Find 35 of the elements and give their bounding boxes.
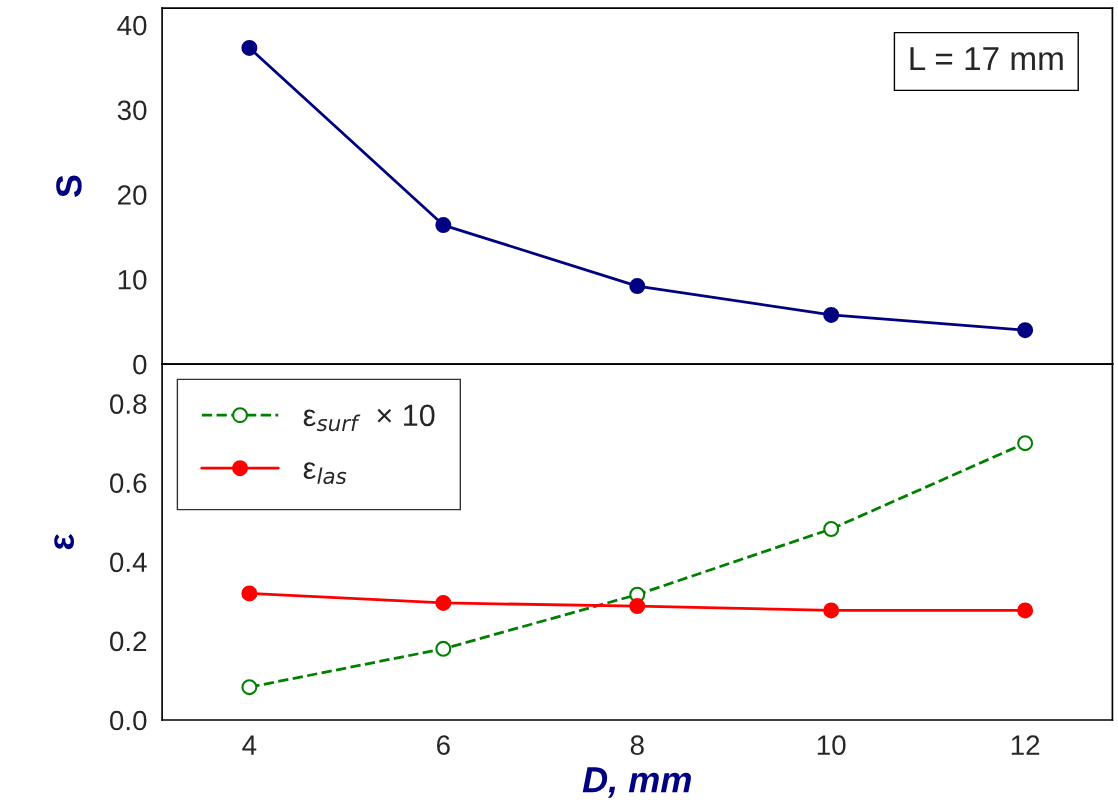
x-tick-label: 4 — [242, 735, 257, 755]
y-tick-label: 0 — [133, 354, 147, 375]
point — [629, 278, 646, 295]
annotation: L = 17 mm — [910, 47, 1063, 71]
x-axis-title: D, mm — [582, 767, 691, 798]
y-tick-label: 40 — [117, 15, 147, 36]
point — [1017, 435, 1034, 452]
point — [435, 217, 452, 234]
point — [435, 640, 452, 657]
x-tick-label: 8 — [630, 735, 644, 755]
y-tick-label: 10 — [118, 269, 147, 290]
y-axis-title: S — [56, 175, 82, 198]
y-axis-title: ε — [54, 534, 74, 550]
y-tick-label: 0.8 — [110, 394, 147, 414]
legend-label: ε$_{surf}$ × 10 — [303, 404, 435, 432]
point — [435, 594, 452, 611]
legend-label: ε$_{las}$ — [303, 462, 347, 485]
y-tick-label: 0.0 — [110, 710, 147, 731]
point — [823, 306, 840, 323]
y-tick-label: 20 — [118, 185, 147, 205]
y-tick-label: 0.4 — [110, 552, 147, 573]
y-tick-label: 0.2 — [110, 631, 147, 652]
y-tick-label: 30 — [117, 100, 147, 121]
point — [241, 39, 258, 56]
point — [241, 679, 258, 696]
x-tick-label: 10 — [817, 735, 846, 755]
point — [629, 598, 646, 615]
point — [823, 520, 840, 537]
x-tick-label: 6 — [437, 735, 450, 755]
x-tick-label: 12 — [1011, 735, 1040, 755]
point — [1017, 322, 1034, 339]
point — [241, 585, 258, 602]
point — [1017, 602, 1034, 619]
point — [823, 602, 840, 619]
y-tick-label: 0.6 — [110, 473, 147, 494]
